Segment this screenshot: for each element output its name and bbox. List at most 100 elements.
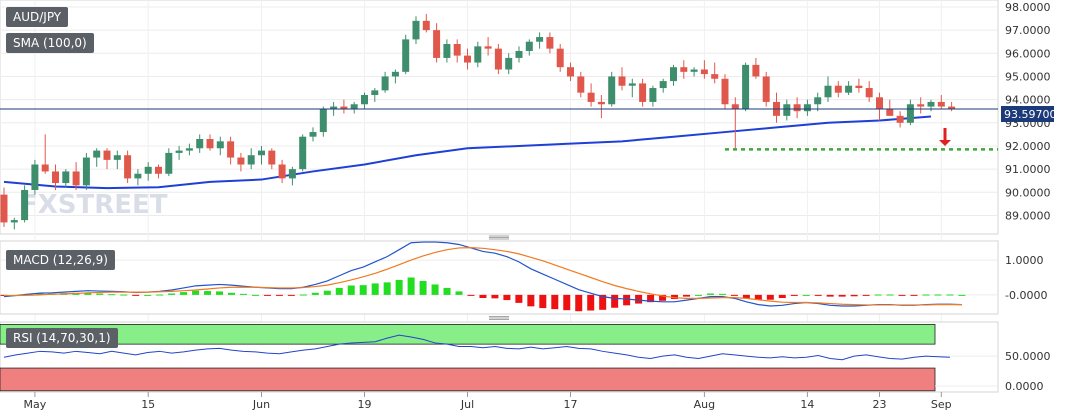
candle-body [227,141,235,158]
macd-histogram-bar [958,294,966,296]
candle-body [587,92,595,102]
macd-histogram-bar [467,294,475,296]
date-tick-label: 17 [564,398,578,411]
candle-body [711,74,719,79]
macd-histogram-bar [263,294,271,296]
macd-histogram-bar [778,294,786,299]
sma-curve [3,115,932,190]
rsi-line [3,334,950,361]
candle-body [680,67,688,72]
candle-body [196,139,204,149]
price-tick-label: 95.0000 [1005,70,1051,83]
candle-body [546,37,554,49]
candles [0,13,956,230]
arrow-head [939,140,951,146]
macd-pane-frame [0,240,999,315]
pane-resize-handle[interactable] [489,235,509,240]
macd-histogram-bar [934,294,942,296]
candle-body [618,76,626,86]
macd-histogram-bar [431,284,439,295]
macd-histogram-bar [575,294,583,312]
macd-histogram-bar [503,294,511,301]
rsi-bands [0,323,936,392]
rsi-axis: 50.0000 0.0000 [1005,350,1051,393]
date-tick-label: 15 [141,398,155,411]
macd-histogram-bar [659,294,667,301]
macd-histogram-bar [683,294,691,297]
macd-histogram-bar [946,294,954,296]
date-tick-label: Jul [460,398,474,411]
macd-lines [3,241,962,307]
candle-body [731,104,739,109]
candle-body [134,173,142,179]
macd-histogram-bar [216,291,224,295]
candle-body [906,104,914,123]
candle-body [793,104,801,112]
macd-histogram-bar [910,294,918,296]
macd-histogram-bar [275,294,283,296]
candle-body [803,104,811,112]
macd-histogram-bar [850,294,858,297]
candle-body [113,155,121,160]
candle-body [216,141,224,149]
macd-histogram-bar [323,290,331,295]
macd-histogram-bar [120,294,128,296]
candle-body [948,106,956,109]
candle-body [185,148,193,151]
macd-histogram-bar [647,294,655,303]
price-pane: FXSTREET 98.0000 97.0000 96.0000 95.0000 94.… [0,0,1051,392]
macd-histogram-bar [132,294,140,296]
macd-histogram-bar [563,294,571,311]
macd-histogram-bar [814,294,822,296]
candle-body [700,69,708,75]
macd-histogram-bar [395,279,403,295]
candle-body [247,155,255,165]
macd-histogram-bar [347,285,355,295]
macd-histogram-bar [551,294,559,310]
macd-histogram-bar [383,282,391,295]
macd-histogram-bar [862,294,870,296]
macd-histogram-bar [144,294,152,296]
price-tick-label: 90.0000 [1005,186,1051,199]
macd-histogram-bar [671,294,679,300]
candle-body [41,164,49,172]
macd-histogram-bar [192,290,200,295]
candle-body [21,189,29,221]
candle-body [536,37,544,42]
price-tick-label: 89.0000 [1005,209,1051,222]
macd-histogram-bar [515,294,523,303]
candle-body [597,101,605,105]
overbought-band [0,323,936,345]
candle-body [834,85,842,93]
sma-indicator-label[interactable]: SMA (100,0) [6,33,94,53]
pane-resize-handle[interactable] [489,316,509,320]
candle-body [412,20,420,40]
price-tag-value: 93.59700 [1004,108,1057,121]
candle-body [556,48,564,68]
rsi-grid [935,355,998,387]
date-axis: May 15 Jun 19 Jul 17 Aug 14 23 Sep [24,392,952,411]
candle-body [288,169,296,179]
candle-body [278,164,286,179]
macd-histogram-bar [742,294,750,299]
rsi-indicator-label[interactable]: RSI (14,70,30,1) [6,328,118,348]
candle-body [62,171,70,184]
macd-indicator-label[interactable]: MACD (12,26,9) [6,250,115,270]
candle-body [237,157,245,165]
candle-body [649,88,657,102]
candle-body [258,150,265,156]
symbol-label[interactable]: AUD/JPY [6,7,69,27]
candle-body [443,44,451,58]
candle-body [525,41,533,51]
macd-pane: 1.0000 -0.0000 [0,240,1047,315]
macd-histogram-bar [228,292,236,295]
candle-body [577,76,585,93]
date-tick-label: May [24,398,47,411]
price-tick-label: 94.0000 [1005,94,1051,107]
macd-histogram-bar [706,293,714,295]
candle-body [206,139,214,149]
candle-body [464,55,471,63]
candle-body [391,71,399,77]
candle-body [742,64,750,109]
